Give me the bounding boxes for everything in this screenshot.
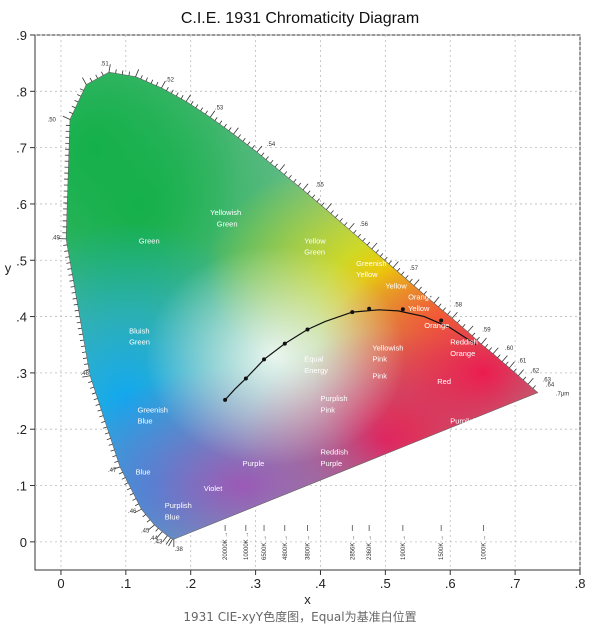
region-label: Reddish	[320, 448, 348, 457]
temperature-label: 4800K →	[283, 535, 289, 560]
y-tick-label: .6	[16, 197, 27, 212]
x-tick-label: .4	[315, 576, 326, 591]
region-label: Yellowish	[210, 208, 241, 217]
wavelength-label: .56	[360, 222, 369, 228]
region-label: Orange	[424, 321, 449, 330]
wavelength-label: .49	[51, 236, 60, 242]
temperature-label: 6500K →	[262, 535, 268, 560]
wavelength-label: .62	[531, 369, 540, 375]
y-axis-label: y	[5, 261, 12, 276]
region-label: Blue	[165, 512, 180, 521]
region-label: Reddish	[450, 338, 478, 347]
temperature-point	[306, 328, 310, 332]
temperature-point	[244, 377, 248, 381]
x-tick-label: .7	[510, 576, 521, 591]
region-label: Pink	[372, 372, 387, 381]
wavelength-label: .57	[410, 266, 419, 272]
x-tick-label: .8	[575, 576, 586, 591]
region-label: Purplish	[450, 417, 477, 426]
temperature-label: 20000K →	[223, 532, 229, 560]
region-label: Energy	[304, 366, 328, 375]
temperature-point	[283, 342, 287, 346]
region-label: Bluish	[129, 326, 149, 335]
y-tick-label: .7	[16, 141, 27, 156]
region-label: Greenish	[138, 405, 168, 414]
temperature-label: 1900K →	[401, 535, 407, 560]
region-label: Yellow	[356, 270, 378, 279]
wavelength-label: .45	[141, 529, 150, 535]
region-label: Red	[437, 377, 451, 386]
region-label: Purple	[320, 459, 342, 468]
wavelength-label: .60	[505, 346, 514, 352]
y-tick-label: .3	[16, 366, 27, 381]
wavelength-label: .61	[518, 358, 527, 364]
temperature-label: 2360K →	[367, 535, 373, 560]
temperature-label: 3800K →	[306, 535, 312, 560]
wavelength-label: .38	[175, 547, 184, 553]
wavelength-label: .46	[128, 509, 137, 515]
temperature-label: 1500K →	[439, 535, 445, 560]
wavelength-label: .50	[48, 117, 57, 123]
temperature-point	[223, 398, 227, 402]
x-axis-label: x	[304, 592, 311, 607]
y-tick-label: .1	[16, 479, 27, 494]
x-tick-label: .1	[120, 576, 131, 591]
wavelength-label: .52	[166, 77, 175, 83]
region-label: Green	[139, 236, 160, 245]
wavelength-label: .44	[149, 536, 158, 542]
region-label: Green	[304, 248, 325, 257]
region-label: Purplish	[320, 394, 347, 403]
region-label: Green	[129, 338, 150, 347]
y-tick-label: .8	[16, 84, 27, 99]
wavelength-label: .47	[108, 468, 117, 474]
x-tick-label: .5	[380, 576, 391, 591]
region-label: Greenish	[356, 259, 386, 268]
wavelength-label: .64	[546, 383, 555, 389]
y-tick-label: 0	[20, 535, 27, 550]
region-label: Violet	[204, 484, 224, 493]
x-tick-label: 0	[57, 576, 64, 591]
region-label: Yellow	[385, 281, 407, 290]
y-tick-label: .2	[16, 422, 27, 437]
region-label: Pink	[320, 405, 335, 414]
wavelength-label: .55	[316, 183, 325, 189]
temperature-point	[401, 307, 405, 311]
region-label: Red	[450, 428, 464, 437]
wavelength-label: .51	[100, 61, 109, 67]
x-tick-label: .6	[445, 576, 456, 591]
x-tick-label: .2	[185, 576, 196, 591]
region-label: Green	[217, 219, 238, 228]
y-tick-label: .9	[16, 28, 27, 43]
temperature-point	[350, 310, 354, 314]
temperature-point	[367, 307, 371, 311]
temperature-label: 2856K →	[350, 535, 356, 560]
region-label: Blue	[138, 417, 153, 426]
y-tick-label: .5	[16, 253, 27, 268]
region-label: Yellowish	[372, 343, 403, 352]
region-label: Pink	[372, 355, 387, 364]
region-label: Blue	[136, 467, 151, 476]
region-label: Purplish	[165, 501, 192, 510]
caption: 1931 CIE-xyY色度图，Equal为基准白位置	[0, 608, 600, 625]
region-label: Orange	[450, 349, 475, 358]
region-label: Orange	[408, 293, 433, 302]
wavelength-label: .54	[267, 142, 276, 148]
temperature-point	[262, 357, 266, 361]
region-label: Purple	[243, 459, 265, 468]
region-label: Yellow	[408, 304, 430, 313]
chart-title: C.I.E. 1931 Chromaticity Diagram	[0, 10, 600, 28]
region-label: Equal	[304, 355, 324, 364]
wavelength-label: .58	[454, 303, 463, 309]
wavelength-label: .7μm	[556, 392, 569, 398]
y-tick-label: .4	[16, 310, 27, 325]
wavelength-label: .48	[81, 371, 90, 377]
region-label: Yellow	[304, 236, 326, 245]
wavelength-label: .53	[215, 106, 224, 112]
temperature-label: 1000K →	[481, 535, 487, 560]
x-tick-label: .3	[250, 576, 261, 591]
wavelength-label: .59	[482, 327, 491, 333]
temperature-label: 10000K →	[244, 532, 250, 560]
